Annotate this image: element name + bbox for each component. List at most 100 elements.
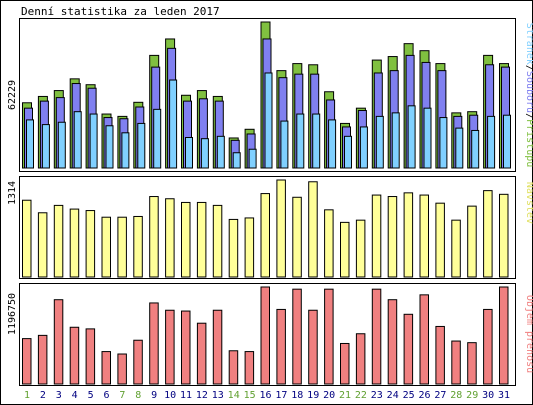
bar-navstevy-day-12 xyxy=(196,201,207,278)
bar-objem-day-25 xyxy=(403,313,414,385)
bar-navstevy-day-6 xyxy=(101,216,111,278)
bar-objem-day-22 xyxy=(355,333,366,385)
bar-stranky-day-19 xyxy=(312,113,321,169)
bar-objem-day-21 xyxy=(340,342,350,385)
bar-navstevy-day-8 xyxy=(133,215,143,278)
bar-objem-day-29 xyxy=(467,342,477,385)
day-label-19: 19 xyxy=(307,390,319,401)
legend-objem: Objem přenosu xyxy=(524,295,533,373)
bar-stranky-day-26 xyxy=(423,107,432,169)
legend-separator-2: / xyxy=(524,113,533,119)
bar-objem-day-20 xyxy=(324,288,334,385)
x-axis-day-labels: 1 2 3 4 5 6 7 8 9 10 11 12 13 14 15 16 17 18 19 20 21 22 23 24 2… xyxy=(24,390,510,401)
bar-navstevy-day-31 xyxy=(499,193,509,278)
bar-stranky-day-9 xyxy=(153,108,162,169)
day-label-20: 20 xyxy=(323,390,335,401)
bar-navstevy-day-25 xyxy=(403,192,414,278)
panel-top-bars xyxy=(22,21,511,169)
bar-navstevy-day-24 xyxy=(387,196,398,278)
bar-navstevy-day-13 xyxy=(212,204,223,278)
bar-navstevy-day-18 xyxy=(292,196,302,278)
bar-objem-day-31 xyxy=(499,286,509,385)
bar-stranky-day-30 xyxy=(487,115,496,169)
bar-objem-day-27 xyxy=(435,325,445,385)
day-label-16: 16 xyxy=(259,390,271,401)
bar-stranky-day-20 xyxy=(328,119,337,169)
bar-objem-day-4 xyxy=(69,326,80,385)
bar-navstevy-day-2 xyxy=(37,212,48,278)
panel-top-legend: Stránek/Souborů/Přístupů xyxy=(524,23,533,168)
day-label-22: 22 xyxy=(355,390,367,401)
bar-stranky-day-1 xyxy=(26,119,34,169)
bar-objem-day-2 xyxy=(37,334,48,385)
panel-transfer-volume: 1196750 Objem přenosu xyxy=(7,283,533,386)
bar-stranky-day-12 xyxy=(200,138,209,169)
bar-stranky-day-15 xyxy=(248,148,257,169)
bar-navstevy-day-15 xyxy=(244,217,255,278)
bar-navstevy-day-16 xyxy=(260,193,270,278)
bar-objem-day-23 xyxy=(371,288,382,385)
bar-objem-day-9 xyxy=(149,302,159,385)
bar-navstevy-day-29 xyxy=(467,205,477,278)
bar-stranky-day-25 xyxy=(407,105,416,169)
chart-title: Denní statistika za leden 2017 xyxy=(21,5,220,18)
bar-stranky-day-5 xyxy=(89,113,98,169)
bar-objem-day-12 xyxy=(196,322,207,385)
bar-navstevy-day-26 xyxy=(419,194,429,278)
bar-stranky-day-14 xyxy=(232,152,241,169)
bar-navstevy-day-22 xyxy=(355,219,366,278)
bar-objem-day-11 xyxy=(181,310,191,385)
bar-navstevy-day-19 xyxy=(308,181,318,278)
day-label-14: 14 xyxy=(228,390,240,401)
day-label-23: 23 xyxy=(371,390,383,401)
bar-navstevy-day-9 xyxy=(149,196,159,278)
bar-objem-day-17 xyxy=(276,308,286,385)
bar-navstevy-day-21 xyxy=(340,221,350,278)
bar-stranky-day-27 xyxy=(439,117,448,169)
panel-top-max-label: 62229 xyxy=(7,80,18,110)
day-label-24: 24 xyxy=(387,390,399,401)
bar-navstevy-day-1 xyxy=(22,199,32,278)
bar-navstevy-day-5 xyxy=(85,210,96,278)
bar-stranky-day-31 xyxy=(503,114,511,169)
bar-objem-day-10 xyxy=(165,309,175,385)
panel-hits-files-pages: 62229 Stránek/Souborů/Přístupů xyxy=(7,18,533,172)
day-label-21: 21 xyxy=(339,390,351,401)
bar-stranky-day-17 xyxy=(280,120,289,169)
day-label-7: 7 xyxy=(119,390,125,401)
day-label-15: 15 xyxy=(244,390,256,401)
panel-visits: 1314 Návštěv xyxy=(7,176,533,279)
bar-objem-day-5 xyxy=(85,328,96,385)
day-label-6: 6 xyxy=(103,390,109,401)
bar-objem-day-16 xyxy=(260,286,270,385)
day-label-11: 11 xyxy=(180,390,192,401)
bar-navstevy-day-7 xyxy=(117,216,127,278)
day-label-18: 18 xyxy=(291,390,303,401)
bar-objem-day-3 xyxy=(53,299,64,385)
bar-navstevy-day-30 xyxy=(483,190,493,278)
day-label-29: 29 xyxy=(466,390,478,401)
day-label-8: 8 xyxy=(135,390,141,401)
day-label-4: 4 xyxy=(72,390,78,401)
legend-navstevy: Návštěv xyxy=(524,182,533,224)
bar-stranky-day-22 xyxy=(359,126,368,169)
bar-navstevy-day-3 xyxy=(53,204,64,278)
bar-stranky-day-24 xyxy=(391,112,400,169)
day-label-5: 5 xyxy=(88,390,94,401)
bar-objem-day-13 xyxy=(212,309,223,385)
panel-bot-max-label: 1196750 xyxy=(7,293,18,335)
bar-navstevy-day-11 xyxy=(181,201,191,278)
day-label-13: 13 xyxy=(212,390,224,401)
day-label-9: 9 xyxy=(151,390,157,401)
day-label-27: 27 xyxy=(434,390,446,401)
bar-stranky-day-2 xyxy=(41,124,50,169)
legend-pristupy: Přístupů xyxy=(524,119,533,167)
bar-objem-day-26 xyxy=(419,294,429,385)
bar-stranky-day-10 xyxy=(169,79,178,169)
day-label-2: 2 xyxy=(40,390,46,401)
bar-stranky-day-13 xyxy=(216,135,225,169)
bar-navstevy-day-28 xyxy=(451,219,461,278)
bar-objem-day-19 xyxy=(308,309,318,385)
bar-objem-day-24 xyxy=(387,299,398,385)
